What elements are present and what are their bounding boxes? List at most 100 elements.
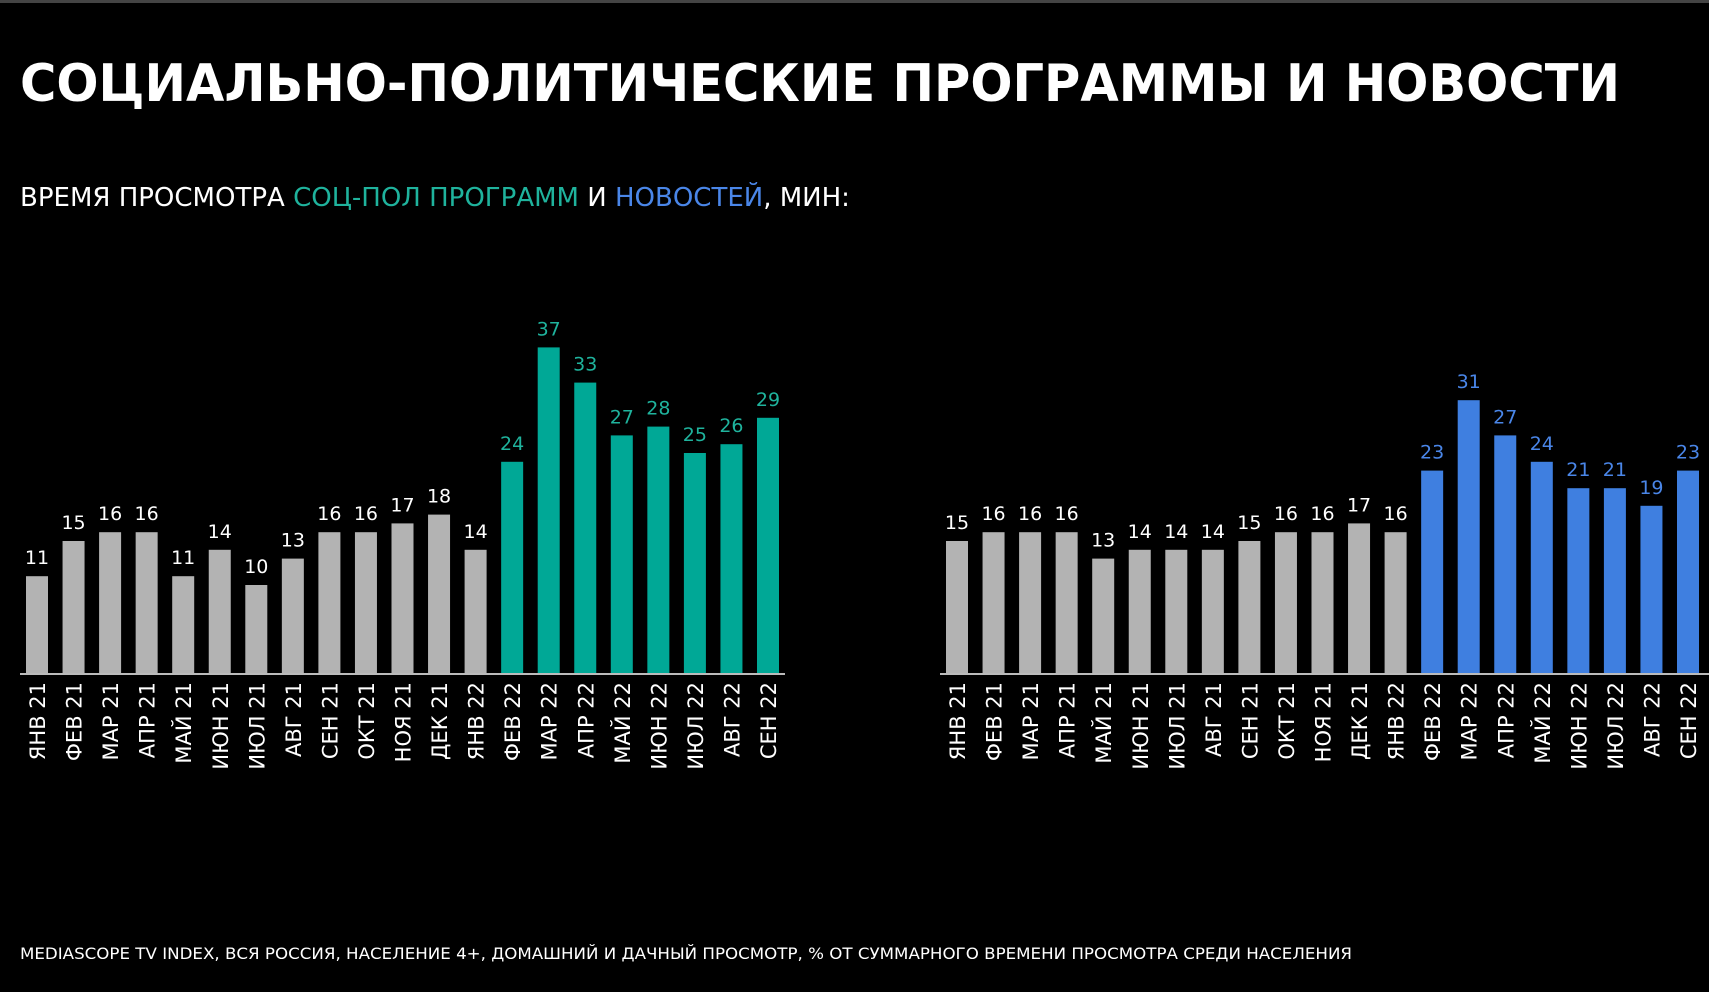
bar [1019, 532, 1042, 673]
bar [982, 532, 1005, 673]
x-tick-label: ИЮН 21 [1129, 682, 1153, 770]
bar [208, 549, 231, 673]
value-label: 13 [281, 530, 305, 552]
x-tick-label: АПР 22 [574, 682, 598, 758]
bar [537, 347, 560, 673]
x-tick-label: СЕН 22 [757, 682, 781, 759]
value-label: 23 [1676, 442, 1700, 464]
bar [99, 532, 122, 673]
bar [318, 532, 341, 673]
bar [135, 532, 158, 673]
value-label: 25 [683, 424, 707, 446]
x-tick-label: ИЮЛ 21 [245, 682, 269, 770]
value-label: 19 [1639, 477, 1663, 499]
bar [281, 558, 304, 673]
value-label: 28 [646, 398, 670, 420]
value-label: 27 [1493, 406, 1517, 428]
bar [1274, 532, 1297, 673]
bar [391, 523, 414, 673]
x-tick-label: АПР 21 [1056, 682, 1080, 758]
value-label: 11 [171, 547, 195, 569]
x-tick-label: ИЮН 22 [1567, 682, 1591, 770]
bar [62, 541, 85, 673]
bar [683, 453, 706, 673]
bar [1201, 549, 1224, 673]
x-tick-label: НОЯ 21 [392, 682, 416, 762]
x-tick-label: АВГ 22 [1640, 682, 1664, 757]
value-label: 16 [1055, 503, 1079, 525]
bar [647, 426, 670, 673]
bar [26, 576, 48, 673]
x-tick-label: МАЙ 21 [171, 682, 196, 764]
bar [1311, 532, 1334, 673]
x-tick-label: АВГ 21 [1202, 682, 1226, 757]
bar [1128, 549, 1151, 673]
x-tick-label: МАЙ 22 [610, 682, 635, 764]
x-tick-label: МАР 21 [99, 682, 123, 761]
bar [1421, 470, 1444, 673]
value-label: 16 [98, 503, 122, 525]
x-tick-label: МАЙ 21 [1091, 682, 1116, 764]
value-label: 23 [1420, 442, 1444, 464]
value-label: 26 [719, 415, 743, 437]
x-tick-label: ФЕВ 22 [1421, 682, 1445, 761]
x-tick-label: АПР 21 [136, 682, 160, 758]
bar [1603, 488, 1626, 673]
bar [1677, 470, 1699, 673]
subtitle-part: ВРЕМЯ ПРОСМОТРА [20, 183, 293, 213]
bar [757, 417, 779, 673]
value-label: 16 [1274, 503, 1298, 525]
value-label: 33 [573, 354, 597, 376]
x-tick-label: ОКТ 21 [355, 682, 379, 760]
x-tick-label: АВГ 22 [720, 682, 744, 757]
value-label: 16 [135, 503, 159, 525]
value-label: 10 [244, 556, 268, 578]
x-tick-label: МАР 21 [1019, 682, 1043, 761]
title: СОЦИАЛЬНО-ПОЛИТИЧЕСКИЕ ПРОГРАММЫ И НОВОС… [20, 54, 1620, 114]
x-tick-label: СЕН 21 [1238, 682, 1262, 759]
bar [245, 585, 268, 673]
subtitle-part: СОЦ-ПОЛ ПРОГРАММ [293, 183, 579, 213]
bar [1567, 488, 1590, 673]
x-tick-label: НОЯ 21 [1312, 682, 1336, 762]
bar [946, 541, 968, 673]
bar [574, 382, 597, 673]
bar [610, 435, 633, 673]
value-label: 14 [208, 521, 232, 543]
value-label: 17 [390, 494, 414, 516]
x-tick-label: СЕН 22 [1677, 682, 1701, 759]
value-label: 14 [1128, 521, 1152, 543]
x-tick-label: ДЕК 21 [1348, 682, 1372, 760]
bar [1348, 523, 1371, 673]
bar [501, 461, 524, 673]
bar [354, 532, 377, 673]
subtitle-part: НОВОСТЕЙ [615, 181, 763, 213]
subtitle: ВРЕМЯ ПРОСМОТРА СОЦ-ПОЛ ПРОГРАММ И НОВОС… [20, 181, 850, 213]
value-label: 14 [1164, 521, 1188, 543]
footnote: MEDIASCOPE TV INDEX, ВСЯ РОССИЯ, НАСЕЛЕН… [20, 944, 1352, 963]
bar [464, 549, 487, 673]
value-label: 15 [61, 512, 85, 534]
x-tick-label: ИЮЛ 22 [684, 682, 708, 770]
x-tick-label: ФЕВ 21 [63, 682, 87, 761]
x-tick-label: СЕН 21 [318, 682, 342, 759]
bar [172, 576, 195, 673]
value-label: 15 [945, 512, 969, 534]
x-tick-label: АВГ 21 [282, 682, 306, 757]
value-label: 13 [1091, 530, 1115, 552]
value-label: 16 [1310, 503, 1334, 525]
value-label: 11 [25, 547, 49, 569]
x-tick-label: ФЕВ 22 [501, 682, 525, 761]
value-label: 21 [1566, 459, 1590, 481]
value-label: 21 [1603, 459, 1627, 481]
bar [428, 514, 451, 673]
bar [1165, 549, 1188, 673]
x-tick-label: ИЮЛ 21 [1165, 682, 1189, 770]
bar [1238, 541, 1261, 673]
subtitle-part: И [579, 183, 615, 213]
x-tick-label: ЯНВ 22 [465, 682, 489, 760]
value-label: 16 [1384, 503, 1408, 525]
subtitle-part: , МИН: [763, 183, 850, 213]
x-tick-label: МАР 22 [538, 682, 562, 761]
